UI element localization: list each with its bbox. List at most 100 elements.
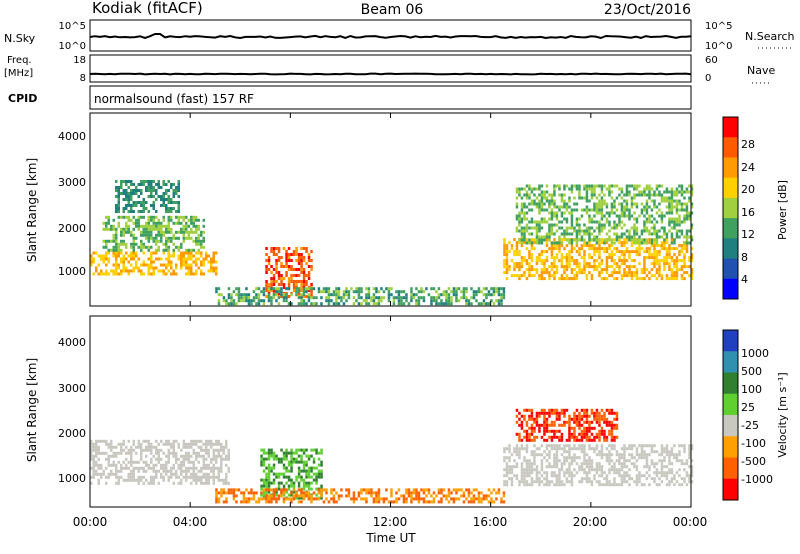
power-echo-cell [533, 247, 536, 251]
power-echo-cell [472, 290, 476, 294]
power-echo-cell [560, 244, 564, 248]
velocity-echo-cell [533, 462, 536, 466]
velocity-echo-cell [295, 460, 298, 464]
velocity-echo-cell [610, 432, 614, 436]
velocity-echo-cell [222, 481, 225, 485]
power-echo-cell [245, 299, 248, 303]
velocity-echo-cell [287, 475, 291, 479]
power-echo-cell [528, 184, 531, 188]
power-echo-cell [678, 235, 681, 239]
power-echo-cell [673, 226, 676, 230]
velocity-echo-cell [127, 478, 130, 482]
power-echo-cell [623, 238, 626, 242]
power-echo-cell [195, 215, 198, 219]
velocity-echo-cell [230, 491, 233, 495]
power-echo-cell [635, 184, 639, 188]
power-echo-cell [115, 239, 118, 243]
power-echo-cell [580, 196, 584, 200]
power-echo-cell [653, 199, 656, 203]
velocity-echo-cell [660, 471, 664, 475]
power-echo-cell [120, 192, 123, 195]
power-echo-cell [665, 235, 669, 239]
velocity-echo-cell [555, 417, 559, 421]
velocity-echo-cell [127, 460, 130, 464]
power-echo-cell [300, 289, 303, 292]
velocity-echo-cell [310, 448, 313, 452]
power-echo-cell [127, 201, 130, 204]
velocity-echo-cell [618, 459, 621, 463]
velocity-echo-cell [487, 500, 491, 504]
velocity-echo-cell [170, 472, 173, 476]
power-echo-cell [460, 296, 463, 300]
power-echo-cell [125, 269, 128, 273]
velocity-echo-cell [610, 423, 614, 427]
power-echo-cell [352, 302, 356, 306]
velocity-echo-cell [615, 450, 619, 454]
power-echo-cell [142, 183, 145, 186]
velocity-echo-cell [553, 429, 556, 433]
velocity-echo-cell [650, 450, 654, 454]
power-echo-cell [538, 202, 541, 206]
velocity-echo-cell [307, 497, 311, 501]
velocity-echo-cell [182, 460, 185, 464]
power-echo-cell [310, 296, 313, 300]
power-echo-cell [175, 236, 178, 240]
velocity-echo-cell [560, 462, 564, 466]
power-echo-cell [605, 211, 609, 215]
power-echo-cell [575, 235, 579, 239]
power-echo-cell [212, 254, 215, 258]
power-echo-cell [265, 259, 268, 262]
velocity-echo-cell [120, 448, 123, 452]
power-echo-cell [598, 232, 601, 236]
power-echo-cell [538, 187, 541, 191]
velocity-echo-cell [583, 462, 586, 466]
power-echo-cell [475, 299, 478, 303]
velocity-echo-cell [690, 459, 694, 463]
power-echo-cell [555, 205, 559, 209]
power-echo-cell [465, 287, 468, 291]
power-echo-cell [625, 214, 629, 218]
velocity-echo-cell [535, 465, 539, 469]
power-echo-cell [530, 190, 534, 194]
power-echo-cell [502, 293, 506, 297]
power-echo-cell [155, 227, 158, 231]
power-echo-cell [327, 290, 331, 294]
power-echo-cell [327, 299, 331, 303]
velocity-echo-cell [640, 450, 644, 454]
velocity-echo-cell [543, 426, 546, 430]
velocity-echo-cell [548, 423, 551, 427]
freq-label-2: [MHz] [4, 68, 33, 79]
power-echo-cell [347, 296, 351, 300]
velocity-echo-cell [560, 408, 564, 412]
power-echo-cell [640, 247, 644, 251]
power-echo-cell [177, 230, 180, 234]
velocity-echo-cell [225, 457, 228, 461]
power-echo-cell [540, 277, 544, 281]
velocity-echo-cell [252, 491, 256, 495]
velocity-echo-cell [588, 462, 591, 466]
power-echo-cell [132, 183, 135, 186]
power-echo-cell [555, 253, 559, 257]
power-echo-cell [312, 302, 316, 306]
freq-series [89, 72, 692, 76]
power-echo-cell [185, 236, 188, 240]
power-echo-cell [570, 271, 574, 275]
power-echo-cell [650, 208, 654, 212]
power-echo-cell [635, 253, 639, 257]
power-echo-cell [538, 235, 541, 239]
velocity-echo-cell [225, 442, 228, 446]
power-echo-cell [640, 238, 644, 242]
velocity-echo-cell [192, 466, 195, 470]
velocity-echo-cell [185, 442, 188, 446]
velocity-echo-cell [588, 471, 591, 475]
power-echo-cell [690, 256, 694, 260]
power-echo-cell [212, 251, 215, 255]
power-echo-cell [678, 250, 681, 254]
velocity-echo-cell [580, 408, 584, 412]
power-echo-cell [550, 193, 554, 197]
power-echo-cell [307, 289, 311, 292]
power-echo-cell [127, 269, 130, 273]
power-echo-cell [300, 259, 303, 262]
power-echo-cell [583, 232, 586, 236]
power-echo-cell [177, 236, 180, 240]
